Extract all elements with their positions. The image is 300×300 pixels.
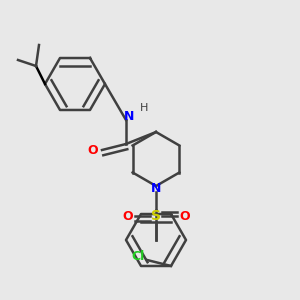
Text: O: O [179,209,190,223]
Text: H: H [140,103,148,113]
Text: O: O [88,143,98,157]
Text: O: O [122,209,133,223]
Text: S: S [151,209,161,223]
Text: N: N [124,110,134,124]
Text: Cl: Cl [131,250,145,263]
Text: N: N [151,182,161,196]
